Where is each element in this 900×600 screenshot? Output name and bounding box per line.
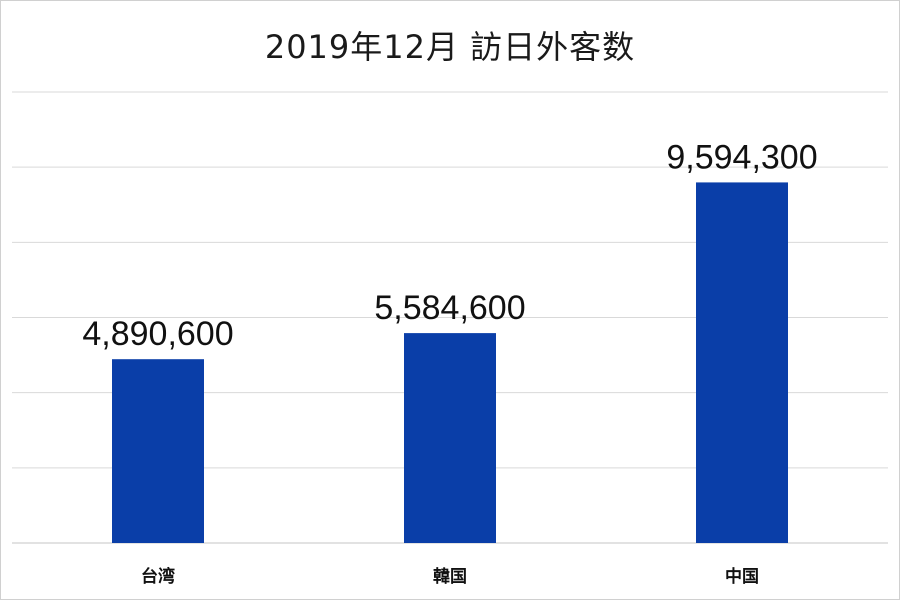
category-labels: 台湾 韓国 中国	[141, 566, 759, 587]
data-label-2: 9,594,300	[666, 138, 817, 176]
data-label-0: 4,890,600	[82, 315, 233, 353]
category-label-1: 韓国	[433, 566, 467, 587]
bar-2	[696, 182, 788, 543]
category-label-2: 中国	[725, 566, 759, 587]
bars	[112, 182, 788, 543]
category-label-0: 台湾	[141, 566, 175, 587]
bar-0	[112, 359, 204, 543]
data-labels: 4,890,600 5,584,600 9,594,300	[82, 138, 817, 353]
chart-title: 2019年12月 訪日外客数	[264, 28, 636, 66]
data-label-1: 5,584,600	[374, 289, 525, 327]
bar-1	[404, 333, 496, 543]
